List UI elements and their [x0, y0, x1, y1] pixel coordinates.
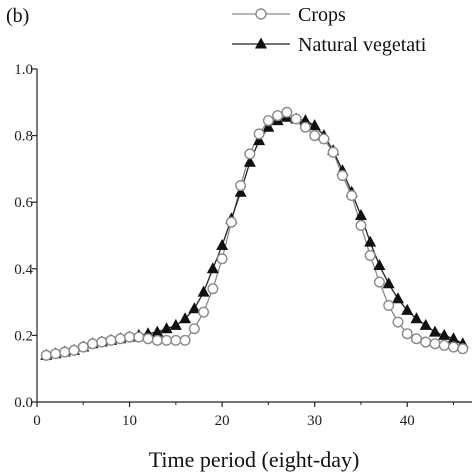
data-point-natural-vegetation — [179, 312, 192, 324]
data-point-crops — [383, 299, 395, 311]
data-point-crops — [142, 333, 154, 345]
data-point-crops — [327, 146, 339, 158]
data-point-crops — [290, 113, 302, 125]
y-tick-label: 0.2 — [14, 328, 33, 344]
data-point-crops — [225, 216, 237, 228]
data-point-crops — [105, 334, 117, 346]
y-tick-label: 0.4 — [14, 262, 33, 278]
data-point-crops — [179, 334, 191, 346]
data-point-crops — [188, 323, 200, 335]
data-point-crops — [447, 341, 459, 353]
data-point-crops — [429, 338, 441, 350]
data-point-crops — [124, 331, 136, 343]
data-point-natural-vegetation — [428, 325, 441, 337]
data-point-crops — [170, 334, 182, 346]
data-point-crops — [40, 349, 52, 361]
y-tick-label: 1.0 — [14, 62, 33, 78]
data-point-crops — [244, 148, 256, 160]
data-point-natural-vegetation — [447, 332, 460, 344]
data-point-natural-vegetation — [262, 120, 275, 132]
data-point-crops — [161, 334, 173, 346]
data-point-crops — [438, 339, 450, 351]
data-point-natural-vegetation — [373, 258, 386, 270]
data-point-crops — [87, 338, 99, 350]
data-point-natural-vegetation — [382, 277, 395, 289]
data-point-crops — [299, 121, 311, 133]
data-point-crops — [272, 110, 284, 122]
data-point-crops — [151, 334, 163, 346]
axes: 0.0 0.2 0.4 0.6 0.8 1.0 0 10 20 30 40 — [14, 62, 472, 429]
data-point-natural-vegetation — [391, 292, 404, 304]
data-point-natural-vegetation — [243, 155, 256, 167]
data-point-natural-vegetation — [419, 318, 432, 330]
x-tick-label: 20 — [215, 413, 230, 429]
data-point-crops — [281, 106, 293, 118]
series-layer — [40, 106, 469, 361]
panel-label: (b) — [6, 5, 29, 27]
data-point-crops — [216, 253, 228, 265]
data-point-crops — [420, 336, 432, 348]
data-point-crops — [198, 306, 210, 318]
y-tick-label: 0.0 — [14, 395, 33, 411]
data-point-crops — [207, 283, 219, 295]
legend-marker-crops — [255, 8, 267, 20]
data-point-crops — [262, 115, 274, 127]
x-tick-label: 40 — [400, 413, 415, 429]
x-axis-title: Time period (eight-day) — [149, 447, 360, 472]
data-point-natural-vegetation — [169, 318, 182, 330]
data-point-natural-vegetation — [234, 185, 247, 197]
data-point-crops — [346, 190, 358, 202]
legend-label-crops: Crops — [298, 4, 346, 26]
data-point-crops — [133, 331, 145, 343]
data-point-crops — [68, 344, 80, 356]
data-point-natural-vegetation — [151, 325, 164, 337]
data-point-crops — [410, 333, 422, 345]
data-point-natural-vegetation — [197, 285, 210, 297]
data-point-crops — [355, 220, 367, 232]
data-point-crops — [318, 133, 330, 145]
data-point-natural-vegetation — [364, 235, 377, 247]
legend-label-natural-vegetation: Natural vegetati — [298, 34, 427, 56]
x-tick-label: 0 — [33, 413, 41, 429]
data-point-natural-vegetation — [410, 312, 423, 324]
data-point-natural-vegetation — [253, 134, 266, 146]
legend: Crops Natural vegetati — [232, 4, 427, 56]
data-point-crops — [309, 130, 321, 142]
y-tick-label: 0.8 — [14, 129, 33, 145]
legend-item-crops: Crops — [232, 4, 346, 26]
data-point-natural-vegetation — [438, 328, 451, 340]
data-point-natural-vegetation — [188, 302, 201, 314]
data-point-crops — [114, 333, 126, 345]
data-point-natural-vegetation — [216, 238, 229, 250]
x-tick-label: 10 — [122, 413, 137, 429]
data-point-natural-vegetation — [354, 209, 367, 221]
data-point-crops — [336, 170, 348, 182]
x-tick-label: 30 — [307, 413, 322, 429]
data-point-natural-vegetation — [206, 262, 219, 274]
data-point-crops — [96, 336, 108, 348]
data-point-crops — [235, 180, 247, 192]
data-point-natural-vegetation — [299, 114, 312, 126]
data-point-natural-vegetation — [308, 119, 321, 131]
data-point-crops — [77, 341, 89, 353]
data-point-natural-vegetation — [401, 303, 414, 315]
data-point-crops — [392, 316, 404, 328]
data-point-crops — [401, 328, 413, 340]
legend-marker-natural-vegetation — [255, 37, 267, 49]
data-point-crops — [373, 276, 385, 288]
data-point-natural-vegetation — [160, 322, 173, 334]
data-point-crops — [59, 346, 71, 358]
data-point-crops — [50, 348, 62, 360]
data-point-crops — [364, 249, 376, 261]
data-point-crops — [253, 128, 265, 140]
legend-item-natural-vegetation: Natural vegetati — [232, 34, 427, 56]
y-tick-label: 0.6 — [14, 195, 33, 211]
data-point-crops — [457, 343, 469, 355]
